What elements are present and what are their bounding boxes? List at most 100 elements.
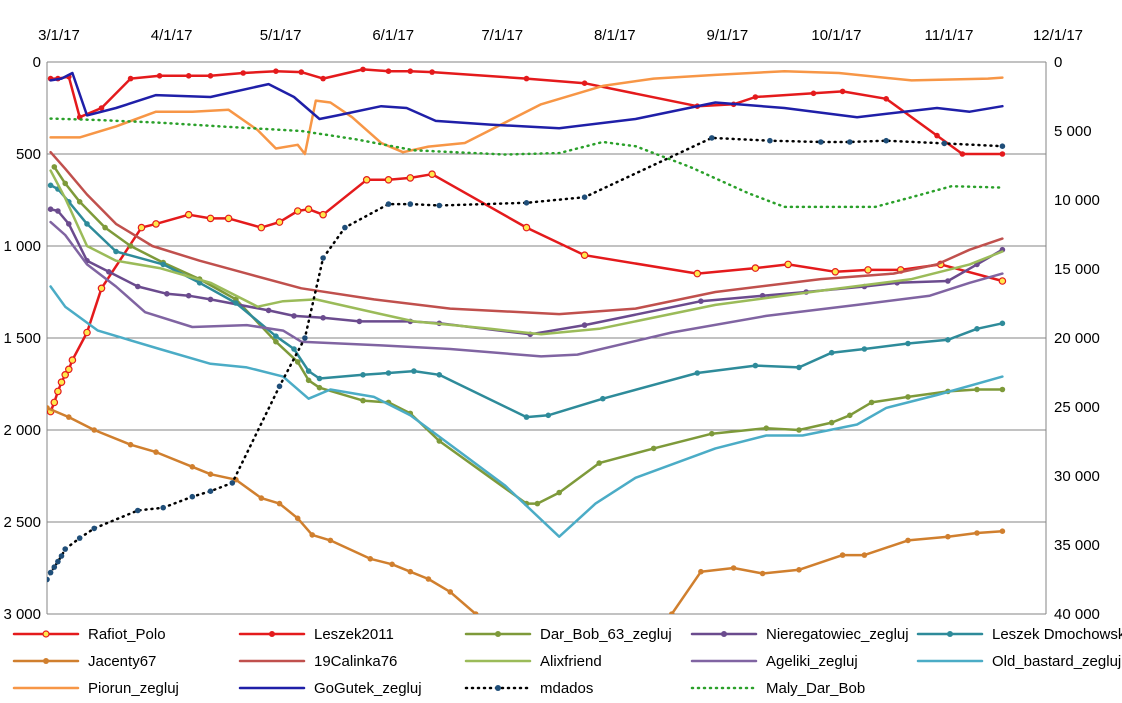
x-tick-label: 4/1/17: [151, 27, 193, 44]
data-point: [91, 427, 97, 433]
data-point: [276, 383, 283, 390]
legend-item-dar-bob-63-zegluj: Dar_Bob_63_zegluj: [464, 626, 672, 643]
series-mdados: [47, 135, 1006, 583]
legend-marker: [947, 631, 953, 637]
data-point: [275, 218, 284, 226]
data-point: [730, 565, 737, 571]
data-point: [207, 296, 214, 303]
y-left-tick-label: 0: [33, 54, 41, 71]
y-right-tick-label: 25 000: [1054, 399, 1100, 416]
data-point: [294, 515, 301, 522]
data-point: [127, 75, 134, 82]
series-ageliki-zegluj: [49, 220, 1004, 358]
data-point: [160, 261, 166, 268]
legend-label: Dar_Bob_63_zegluj: [540, 626, 672, 643]
legend-marker: [43, 658, 49, 664]
data-point: [229, 480, 236, 486]
legend-label: Rafiot_Polo: [88, 626, 166, 643]
data-point: [385, 201, 392, 207]
y-left-tick-label: 1 000: [3, 238, 41, 255]
data-point: [436, 438, 443, 444]
data-point: [411, 368, 417, 374]
legend-item-nieregatowiec-zegluj: Nieregatowiec_zegluj: [690, 626, 909, 643]
data-point: [164, 291, 170, 297]
data-point: [934, 132, 940, 139]
data-point: [58, 553, 65, 559]
data-point: [233, 300, 239, 306]
legend-item-19calinka76: 19Calinka76: [238, 653, 397, 670]
data-point: [152, 220, 160, 228]
data-point: [302, 335, 308, 341]
data-point: [293, 207, 302, 215]
data-point: [709, 135, 715, 141]
data-point: [160, 504, 166, 511]
y-left-tick-label: 2 500: [3, 514, 41, 531]
data-point: [98, 105, 105, 111]
data-point: [55, 558, 61, 565]
axes: [46, 62, 1047, 614]
data-point: [974, 530, 980, 536]
y-right-tick-label: 5 000: [1054, 123, 1092, 140]
x-tick-label: 3/1/17: [38, 27, 80, 44]
data-point: [360, 66, 366, 73]
data-point: [596, 460, 602, 466]
series-line-ageliki-zegluj: [49, 220, 1004, 358]
data-point: [113, 248, 119, 255]
data-point: [106, 269, 112, 275]
data-point: [91, 525, 97, 532]
legend-label: Nieregatowiec_zegluj: [766, 626, 909, 643]
series-line-leszek-dmochowski: [49, 184, 1004, 419]
data-point: [581, 194, 588, 200]
data-point: [759, 570, 766, 577]
data-point: [407, 568, 414, 575]
series-jacenty67-cont: [669, 528, 1006, 614]
data-point: [864, 266, 872, 274]
data-point: [156, 73, 163, 79]
data-point: [61, 370, 69, 379]
data-point: [861, 346, 868, 352]
data-point: [97, 284, 106, 293]
legend-label: Jacenty67: [88, 653, 156, 670]
data-point: [998, 277, 1007, 285]
legend-item-ageliki-zegluj: Ageliki_zegluj: [690, 653, 858, 670]
data-point: [153, 449, 159, 455]
data-point: [428, 170, 436, 179]
x-tick-label: 6/1/17: [372, 27, 414, 44]
data-point: [185, 73, 192, 79]
data-point: [767, 137, 773, 144]
data-point: [545, 412, 552, 419]
y-right-tick-label: 30 000: [1054, 468, 1100, 485]
data-point: [784, 260, 792, 269]
data-point: [796, 427, 802, 433]
data-point: [76, 535, 83, 541]
legend-item-leszek2011: Leszek2011: [238, 626, 394, 643]
y-right-tick-label: 10 000: [1054, 192, 1100, 209]
data-point: [796, 364, 802, 371]
data-point: [974, 326, 980, 332]
legend: Rafiot_Polo Leszek2011 Dar_Bob_63_zegluj Ni…: [12, 626, 1122, 697]
data-point: [385, 68, 392, 74]
data-point: [523, 414, 530, 420]
legend-label: Old_bastard_zegluj: [992, 653, 1121, 670]
data-point: [291, 313, 297, 319]
data-point: [367, 556, 374, 562]
data-point: [945, 337, 951, 343]
y-right-tick-label: 35 000: [1054, 537, 1100, 554]
data-point: [406, 174, 415, 182]
series-line-old-bastard-zegluj: [49, 285, 1004, 538]
series-line-alixfriend: [49, 169, 1004, 336]
data-point: [207, 73, 214, 79]
data-point: [316, 375, 323, 382]
right-y-axis-ticks: 0 5 000 10 000 15 000 20 000 25 000 30 000 35 0…: [1054, 54, 1100, 623]
data-point: [291, 346, 297, 352]
data-point: [135, 507, 141, 514]
data-point: [941, 140, 948, 147]
legend-label: Maly_Dar_Bob: [766, 680, 865, 697]
data-point: [959, 151, 966, 157]
data-point: [65, 365, 73, 374]
data-point: [362, 176, 371, 184]
data-point: [51, 164, 58, 170]
data-point: [240, 70, 246, 76]
data-point: [185, 292, 192, 299]
data-point: [47, 569, 54, 576]
